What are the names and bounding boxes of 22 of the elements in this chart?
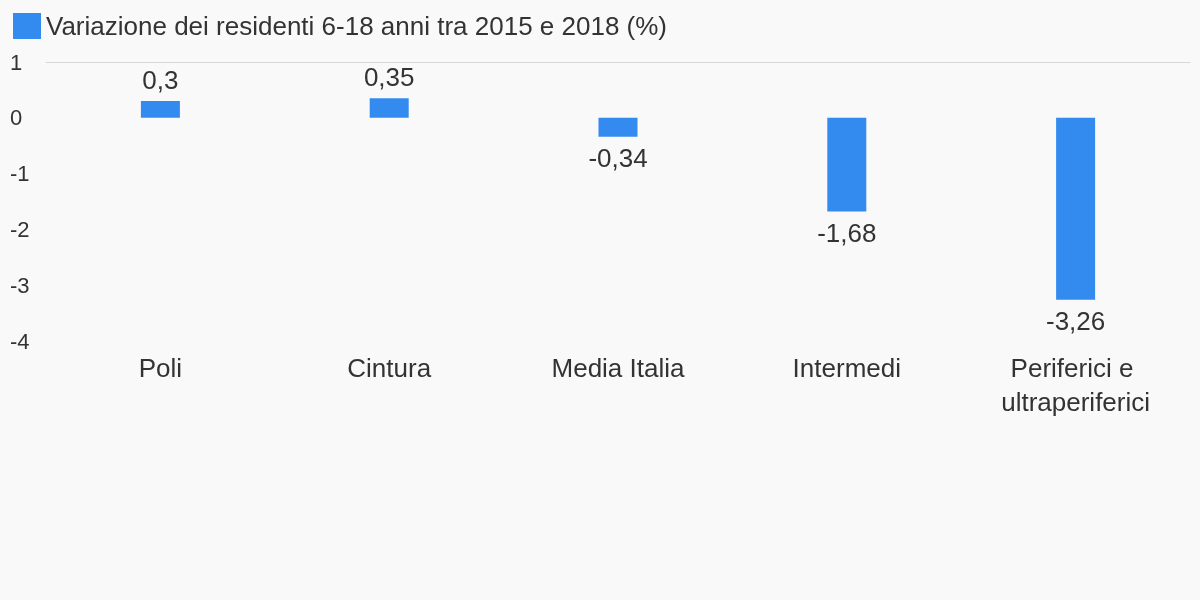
legend-label: Variazione dei residenti 6-18 anni tra 2015 e 2018 (%) (46, 11, 668, 41)
data-label: 0,35 (363, 62, 415, 93)
bar (598, 117, 638, 137)
x-tick-label: Intermedi (792, 353, 901, 383)
y-tick-label: -4 (10, 328, 30, 354)
y-tick-label: -3 (10, 272, 30, 298)
x-tick-label: Periferici e ultraperiferici (1001, 353, 1151, 417)
data-label: -3,26 (1045, 305, 1106, 336)
data-label: -0,34 (588, 142, 648, 173)
bar (827, 117, 867, 212)
y-tick-label: -1 (10, 161, 30, 187)
x-tick-label: Media Italia (551, 353, 686, 383)
y-tick-label: 0 (10, 105, 23, 131)
bar (1056, 117, 1096, 300)
x-tick-label: Cintura (347, 353, 432, 383)
y-tick-label: 1 (10, 49, 23, 75)
data-label: -1,68 (817, 217, 877, 248)
bar (369, 98, 409, 118)
data-label: 0,3 (142, 65, 179, 96)
x-tick-label: Poli (138, 353, 183, 383)
y-tick-label: -2 (10, 216, 30, 242)
bar (140, 101, 180, 118)
